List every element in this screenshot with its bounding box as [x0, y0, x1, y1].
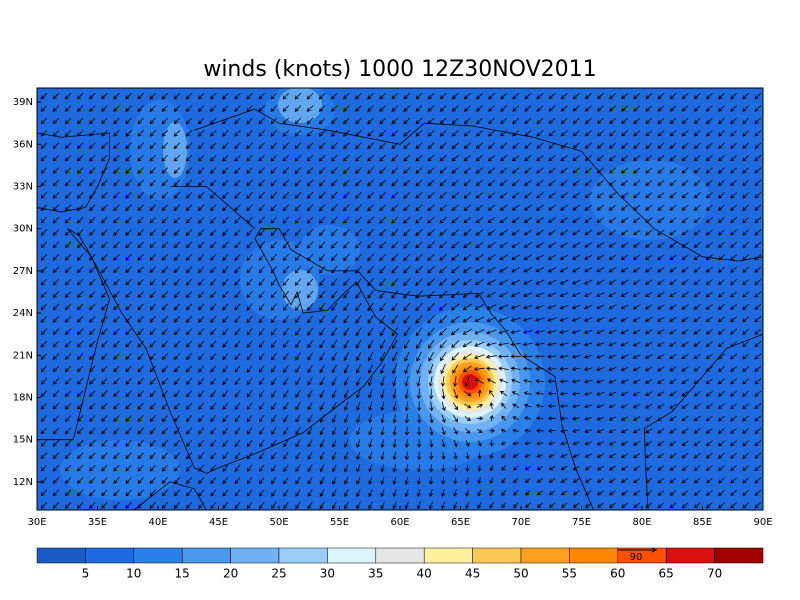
colorbar-label: 45: [465, 567, 480, 581]
coastline: [133, 481, 207, 510]
colorbar-box: [714, 547, 764, 564]
coastline: [170, 186, 256, 229]
colorbar-label: 15: [175, 567, 190, 581]
coastline: [194, 108, 763, 262]
colorbar-label: 50: [513, 567, 528, 581]
x-tick-label: 75E: [572, 517, 591, 528]
x-tick-label: 35E: [88, 517, 107, 528]
wind-arrows: [40, 92, 762, 510]
y-tick-label: 15N: [13, 435, 33, 446]
field-patch: [163, 122, 187, 178]
y-tick-label: 39N: [13, 97, 33, 108]
colorbar-label: 5: [82, 567, 90, 581]
wind-field: [37, 88, 763, 510]
colorbar-label: 70: [707, 567, 722, 581]
colorbar-box: [181, 547, 231, 564]
y-tick-label: 27N: [13, 266, 33, 277]
field-patch: [60, 440, 180, 500]
colorbar-box: [423, 547, 473, 564]
x-tick-label: 50E: [269, 517, 288, 528]
x-tick-label: 30E: [27, 517, 46, 528]
field-patch: [282, 270, 318, 310]
colorbar-label: 40: [417, 567, 432, 581]
colorbar-box: [230, 547, 280, 564]
map-title: winds (knots) 1000 12Z30NOV2011: [203, 57, 596, 82]
x-tick-label: 85E: [693, 517, 712, 528]
y-tick-label: 33N: [13, 181, 33, 192]
colorbar-box: [520, 547, 570, 564]
x-tick-label: 45E: [209, 517, 228, 528]
axes: 30E 35E 40E 45E 50E 55E 60E 65E 70E 75E 80E 85E 90E 1…: [13, 97, 773, 528]
colorbar-box: [327, 547, 377, 564]
y-tick-label: 36N: [13, 139, 33, 150]
colorbar-box: [36, 547, 86, 564]
colorbar-label: 60: [610, 567, 625, 581]
colorbar-label: 10: [126, 567, 141, 581]
colorbar-label: 35: [368, 567, 383, 581]
colorbar-label: 20: [223, 567, 238, 581]
field-patch: [278, 88, 322, 123]
colorbar-box: [569, 547, 619, 564]
x-tick-label: 65E: [451, 517, 470, 528]
colorbar: 5 10 15 20 25 30 35 40 45 50 55 60 65 70 90: [36, 547, 764, 581]
colorbar-box: [472, 547, 522, 564]
y-tick-label: 24N: [13, 308, 33, 319]
x-tick-label: 40E: [148, 517, 167, 528]
y-tick-label: 12N: [13, 477, 33, 488]
colorbar-box: [375, 547, 425, 564]
colorbar-label: 55: [562, 567, 577, 581]
coastline: [644, 333, 763, 510]
colorbar-box: [278, 547, 328, 564]
colorbar-label: 30: [320, 567, 335, 581]
wind-vectors: [40, 92, 762, 510]
y-tick-label: 18N: [13, 392, 33, 403]
field-patch: [590, 160, 710, 240]
colorbar-box: [85, 547, 135, 564]
x-tick-label: 80E: [632, 517, 651, 528]
coastline: [37, 228, 111, 441]
reference-label: 90: [630, 552, 643, 563]
x-tick-label: 55E: [330, 517, 349, 528]
field-patch: [300, 225, 360, 275]
cyclone-ring: [462, 374, 478, 390]
colorbar-label: 25: [271, 567, 286, 581]
colorbar-box: [133, 547, 183, 564]
x-tick-label: 60E: [390, 517, 409, 528]
y-tick-label: 30N: [13, 224, 33, 235]
reference-arrow: [618, 547, 658, 553]
colorbar-box: [665, 547, 715, 564]
x-tick-label: 70E: [511, 517, 530, 528]
colorbar-label: 65: [659, 567, 674, 581]
y-tick-label: 21N: [13, 350, 33, 361]
x-tick-label: 90E: [753, 517, 772, 528]
